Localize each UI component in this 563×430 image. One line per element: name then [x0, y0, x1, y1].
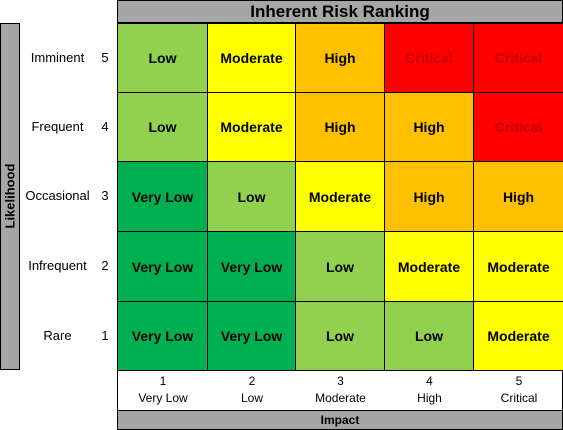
- impact-label: 1 Very Low: [118, 370, 208, 410]
- likelihood-name: Imminent: [30, 50, 85, 65]
- risk-cell: Low: [295, 231, 385, 302]
- risk-cell: Critical: [473, 92, 563, 162]
- risk-cell: Low: [384, 301, 474, 371]
- impact-name: High: [417, 391, 442, 405]
- likelihood-row-header: Rare 1: [20, 301, 117, 370]
- risk-cell: High: [295, 92, 385, 162]
- risk-cell: High: [384, 92, 474, 162]
- matrix-title: Inherent Risk Ranking: [117, 0, 563, 23]
- likelihood-row-header: Infrequent 2: [20, 231, 117, 300]
- risk-cell: High: [295, 23, 385, 93]
- likelihood-number: 3: [101, 188, 109, 203]
- likelihood-row-header: Frequent 4: [20, 92, 117, 161]
- risk-cell: Very Low: [117, 301, 208, 371]
- risk-cell: Moderate: [384, 231, 474, 302]
- impact-number: 3: [337, 374, 344, 388]
- likelihood-name: Rare: [43, 328, 72, 343]
- impact-number: 5: [515, 374, 523, 388]
- impact-label: 4 High: [385, 370, 474, 410]
- risk-cell: Very Low: [117, 161, 208, 232]
- risk-cell: Moderate: [473, 231, 563, 302]
- likelihood-name: Occasional: [25, 188, 90, 203]
- risk-cell: High: [384, 161, 474, 232]
- likelihood-row-header: Occasional 3: [20, 161, 117, 230]
- risk-cell: Moderate: [295, 161, 385, 232]
- risk-cell: Low: [117, 23, 208, 93]
- risk-cell: High: [473, 161, 563, 232]
- likelihood-number: 5: [101, 50, 109, 65]
- impact-number: 2: [248, 374, 256, 388]
- impact-label: 5 Critical: [474, 370, 563, 410]
- risk-cell: Critical: [384, 23, 474, 93]
- y-axis-label: Likelihood: [2, 163, 18, 229]
- likelihood-number: 4: [101, 119, 109, 134]
- likelihood-name: Frequent: [31, 119, 84, 134]
- likelihood-name: Infrequent: [28, 258, 87, 273]
- impact-name: Low: [240, 391, 263, 405]
- risk-cell: Moderate: [473, 301, 563, 371]
- risk-matrix-grid: Low Moderate High Critical Critical Low Modera…: [117, 23, 563, 371]
- likelihood-number: 2: [101, 258, 109, 273]
- impact-name: Moderate: [315, 391, 366, 405]
- impact-number: 1: [159, 374, 167, 388]
- likelihood-number: 1: [101, 328, 109, 343]
- y-axis-bar: [0, 23, 20, 370]
- risk-cell: Low: [117, 92, 208, 162]
- x-axis-label: Impact: [117, 410, 563, 430]
- impact-label: 3 Moderate: [296, 370, 385, 410]
- impact-labels: 1 Very Low 2 Low 3 Moderate 4 High 5 Critical: [117, 370, 563, 410]
- risk-cell: Low: [295, 301, 385, 371]
- risk-cell: Moderate: [207, 23, 296, 93]
- impact-number: 4: [426, 374, 433, 388]
- risk-cell: Very Low: [207, 301, 296, 371]
- risk-cell: Very Low: [207, 231, 296, 302]
- risk-cell: Low: [207, 161, 296, 232]
- impact-name: Very Low: [138, 391, 188, 405]
- likelihood-row-header: Imminent 5: [20, 23, 117, 92]
- risk-cell: Critical: [473, 23, 563, 93]
- risk-cell: Very Low: [117, 231, 208, 302]
- impact-label: 2 Low: [208, 370, 296, 410]
- risk-cell: Moderate: [207, 92, 296, 162]
- impact-name: Critical: [500, 391, 538, 405]
